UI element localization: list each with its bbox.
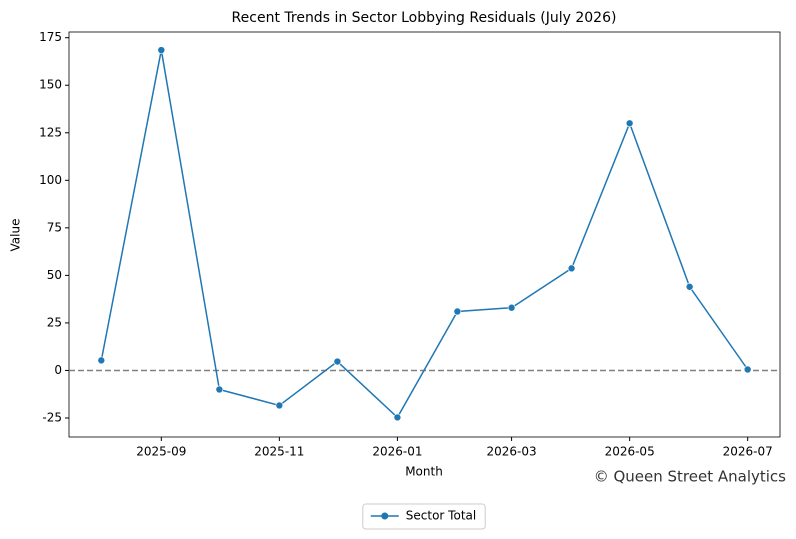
y-tick-label: -25: [42, 410, 62, 424]
data-point: [507, 303, 516, 312]
data-point: [333, 357, 342, 366]
y-tick-label: 25: [47, 315, 62, 329]
legend-frame: [362, 503, 486, 530]
legend: Sector Total: [362, 503, 486, 530]
y-tick-label: 100: [39, 173, 62, 187]
y-tick-label: 50: [47, 268, 62, 282]
legend-marker: [381, 512, 389, 520]
legend-label: Sector Total: [406, 509, 476, 523]
x-tick-label: 2026-01: [372, 445, 422, 459]
x-tick-label: 2026-05: [605, 445, 655, 459]
y-tick-label: 150: [39, 78, 62, 92]
data-point: [275, 401, 284, 410]
x-axis-label: Month: [405, 465, 443, 479]
annotation: © Queen Street Analytics: [594, 468, 786, 486]
plot-frame: [68, 31, 781, 438]
y-tick-label: 75: [47, 220, 62, 234]
x-tick-label: 2025-11: [254, 445, 304, 459]
x-tick-label: 2025-09: [136, 445, 186, 459]
data-point: [685, 282, 694, 291]
data-point: [567, 264, 576, 273]
data-point: [453, 307, 462, 316]
series-line: [100, 49, 749, 419]
y-tick-label: 125: [39, 125, 62, 139]
y-tick-label: 175: [39, 30, 62, 44]
data-point: [215, 385, 224, 394]
y-axis-label: Value: [9, 219, 23, 252]
chart-title: Recent Trends in Sector Lobbying Residua…: [232, 10, 617, 26]
data-point: [97, 356, 106, 365]
x-tick-label: 2026-07: [723, 445, 773, 459]
data-point: [625, 119, 634, 128]
data-point: [157, 46, 166, 54]
x-tick-label: 2026-03: [487, 445, 537, 459]
y-tick-label: 0: [54, 363, 62, 377]
data-point: [393, 413, 402, 422]
data-point: [743, 365, 752, 374]
